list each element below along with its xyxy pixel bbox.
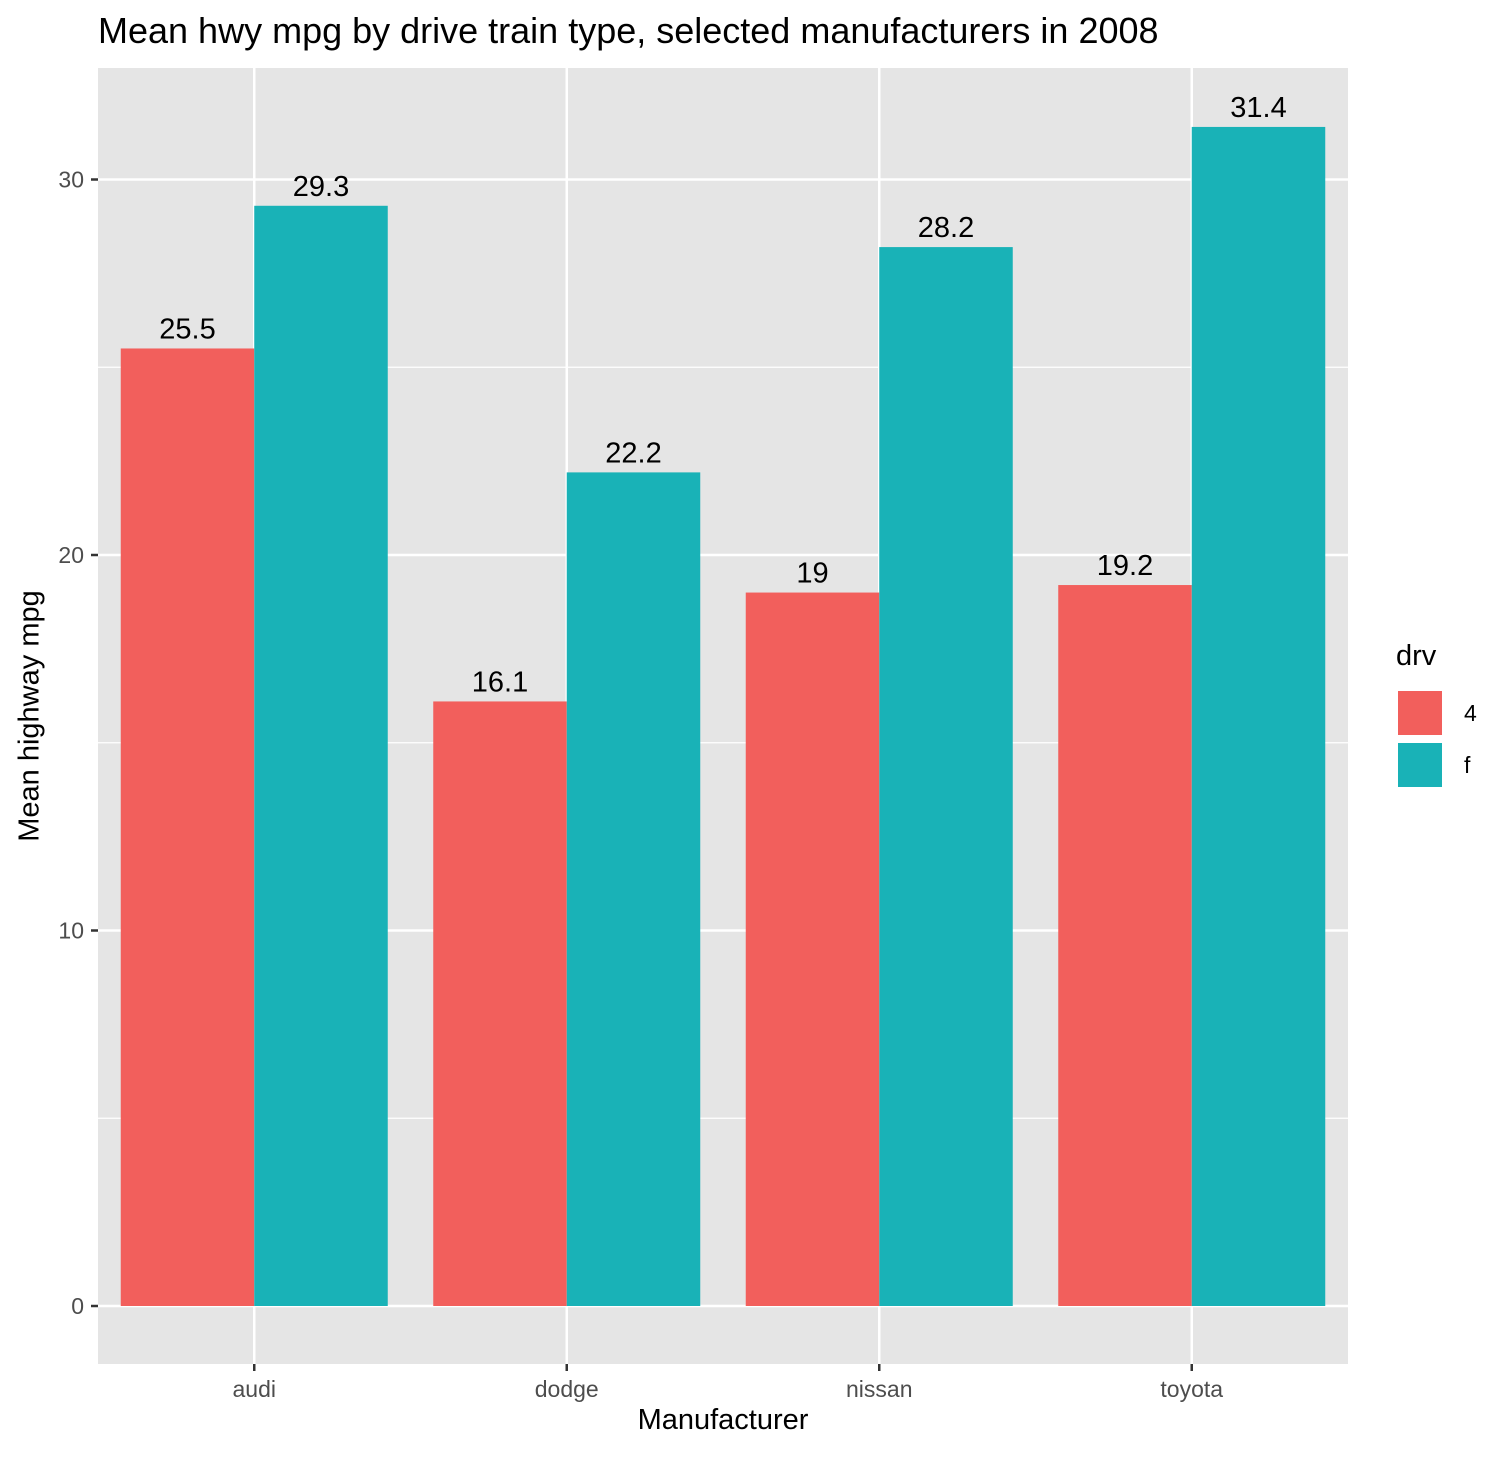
legend-item-4: 4	[1396, 687, 1477, 739]
data-label-toyota-f: 31.4	[1230, 92, 1286, 124]
y-axis-title: Mean highway mpg	[13, 590, 46, 842]
x-tick-label: nissan	[846, 1376, 912, 1402]
legend-item-f: f	[1396, 739, 1477, 791]
x-tick-label: toyota	[1160, 1376, 1223, 1402]
y-tick-label: 30	[58, 167, 84, 193]
bar-labels: 25.5 16.1 19 19.2 29.3 22.2 28.2 31.4	[159, 92, 1286, 699]
chart-title: Mean hwy mpg by drive train type, select…	[98, 10, 1159, 51]
data-label-audi-f: 29.3	[293, 171, 349, 203]
x-axis: audi dodge nissan toyota	[233, 1364, 1223, 1402]
x-axis-title: Manufacturer	[637, 1404, 809, 1436]
bar-toyota-4	[1058, 585, 1192, 1306]
bar-audi-f	[254, 205, 388, 1306]
legend-title: drv	[1396, 640, 1437, 672]
legend-label-4: 4	[1464, 699, 1477, 726]
bar-nissan-4	[745, 592, 880, 1306]
data-label-dodge-f: 22.2	[605, 437, 661, 469]
data-label-toyota-4: 19.2	[1097, 550, 1153, 582]
legend-key-4	[1396, 689, 1444, 737]
bar-nissan-f	[879, 247, 1013, 1307]
bar-toyota-f	[1191, 126, 1326, 1306]
data-label-nissan-4: 19	[796, 558, 828, 590]
x-tick-label: audi	[233, 1376, 276, 1402]
bar-dodge-4	[433, 701, 567, 1306]
bar-audi-4	[120, 348, 255, 1307]
bar-dodge-f	[566, 472, 701, 1306]
bars	[120, 126, 1326, 1307]
y-tick-label: 0	[71, 1293, 84, 1319]
y-tick-label: 20	[58, 542, 84, 568]
legend-label-f: f	[1464, 751, 1471, 778]
data-label-audi-4: 25.5	[159, 313, 215, 345]
data-label-dodge-4: 16.1	[472, 666, 528, 698]
data-label-nissan-f: 28.2	[918, 212, 974, 244]
legend-key-f	[1396, 741, 1444, 789]
x-tick-label: dodge	[535, 1376, 599, 1402]
y-tick-label: 10	[58, 918, 84, 944]
legend: drv 4 f	[1396, 640, 1477, 791]
y-axis: 0 10 20 30	[58, 167, 98, 1319]
